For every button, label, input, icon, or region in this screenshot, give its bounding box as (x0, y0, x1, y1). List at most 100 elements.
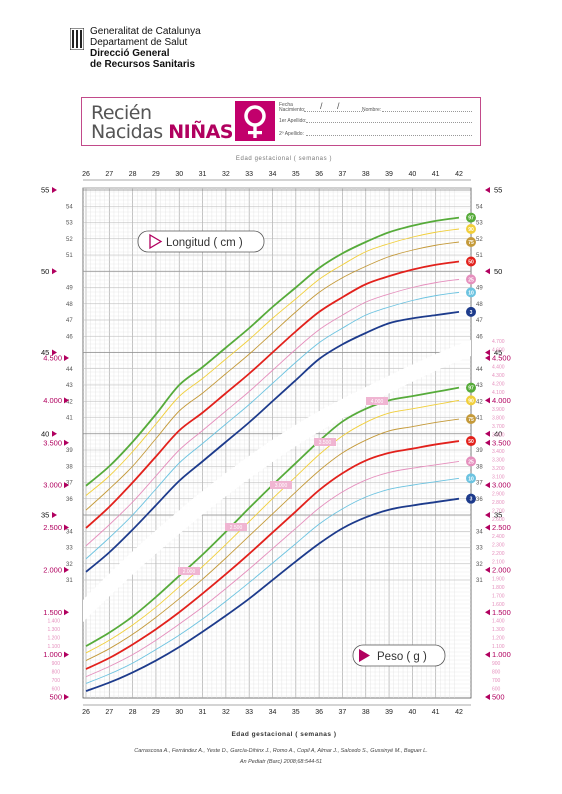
x-tick-bottom: 30 (175, 709, 183, 716)
field-date-label: Fecha Nacimiento: (279, 102, 306, 113)
weight-tick-right: 3.600 (492, 432, 505, 438)
length-tick-right: 48 (476, 302, 483, 308)
weight-tick-right: 4.100 (492, 390, 505, 396)
length-label-p50 (466, 256, 476, 267)
length-tick-right: 55 (494, 186, 502, 195)
length-tick-left: 33 (66, 546, 73, 552)
field-surname2-line[interactable] (306, 135, 472, 136)
weight-label-p90 (466, 395, 476, 406)
weight-label-text-p50: 50 (468, 439, 474, 445)
field-date-line[interactable] (304, 111, 364, 112)
org-line-2: Departament de Salut (90, 37, 188, 48)
length-tick-left: 41 (66, 416, 73, 422)
field-surname2-label: 2º Apellido: (279, 131, 304, 137)
weight-marker-right (485, 524, 490, 531)
length-marker-right (485, 430, 490, 437)
x-tick-bottom: 29 (152, 709, 160, 716)
weight-tick-right: 1.100 (492, 644, 505, 650)
weight-title-arrow-icon (359, 649, 370, 662)
weight-label-text-p97: 97 (468, 386, 474, 392)
length-marker-left (52, 430, 57, 437)
weight-tick-right: 3.000 (492, 481, 511, 490)
length-tick-right: 37 (476, 481, 483, 487)
weight-curve-p3 (85, 497, 460, 692)
weight-tick-right: 2.700 (492, 509, 505, 515)
weight-diag-label-box (366, 397, 388, 405)
weight-diag-label: 4.000 (371, 399, 384, 405)
weight-marker-left (64, 482, 69, 489)
x-tick-top: 36 (315, 171, 323, 178)
weight-tick-right: 1.300 (492, 627, 505, 633)
length-tick-left: 44 (66, 367, 73, 373)
weight-tick-left: 1.500 (43, 608, 62, 617)
x-tick-bottom: 41 (432, 709, 440, 716)
length-label-text-p75: 75 (468, 240, 474, 246)
length-tick-left: 46 (66, 334, 73, 340)
length-marker-right (485, 187, 490, 193)
weight-tick-right: 2.600 (492, 517, 505, 523)
weight-label-p97 (466, 382, 476, 393)
length-tick-right: 41 (476, 416, 483, 422)
weight-tick-right: 3.200 (492, 466, 505, 472)
x-tick-bottom: 34 (269, 709, 277, 716)
length-label-p3 (466, 306, 476, 317)
length-marker-left (52, 268, 57, 275)
length-tick-left: 34 (66, 529, 73, 535)
field-name-line[interactable] (382, 111, 472, 112)
weight-tick-right: 1.000 (492, 650, 511, 659)
weight-tick-right: 1.600 (492, 602, 505, 608)
x-tick-bottom: 38 (362, 709, 370, 716)
weight-diag-label: 3.000 (275, 483, 288, 489)
weight-tick-left: 1.400 (47, 619, 60, 625)
length-marker-right (485, 349, 490, 356)
field-surname1-line[interactable] (306, 122, 472, 123)
weight-label-p75 (466, 414, 476, 425)
length-curve-p90 (85, 228, 460, 496)
weight-curve-p10 (85, 477, 460, 684)
weight-tick-right: 4.600 (492, 348, 505, 354)
banner-title-line2: Nacidas NIÑAS (91, 121, 233, 143)
weight-tick-right: 2.900 (492, 492, 505, 498)
x-axis-label-bottom: Edad gestacional ( semanas ) (231, 731, 336, 738)
length-tick-left: 36 (66, 497, 73, 503)
length-marker-left (52, 512, 57, 518)
weight-tick-right: 2.400 (492, 534, 505, 540)
length-marker-left (52, 187, 57, 193)
weight-tick-right: 4.500 (492, 354, 511, 363)
banner-title-nacidas: Nacidas (91, 121, 169, 143)
weight-marker-right (485, 355, 490, 361)
x-tick-bottom: 37 (339, 709, 347, 716)
weight-diag-label-box (270, 481, 292, 489)
length-tick-right: 50 (494, 267, 502, 276)
x-tick-bottom: 28 (129, 709, 137, 716)
weight-tick-left: 4.500 (43, 354, 62, 363)
weight-tick-right: 4.300 (492, 373, 505, 379)
weight-tick-right: 2.200 (492, 551, 505, 557)
length-label-p10 (466, 287, 476, 298)
length-tick-left: 32 (66, 562, 73, 568)
length-tick-right: 40 (494, 429, 502, 438)
length-tick-right: 38 (476, 464, 483, 470)
weight-tick-left: 1.200 (47, 636, 60, 642)
weight-marker-left (64, 524, 69, 531)
length-label-p75 (466, 237, 476, 247)
length-curve-p3 (85, 310, 460, 573)
x-tick-bottom: 35 (292, 709, 300, 716)
x-tick-top: 30 (175, 171, 183, 178)
length-label-text-p25: 25 (468, 277, 474, 283)
weight-tick-left: 1.000 (43, 650, 62, 659)
x-tick-top: 42 (455, 171, 463, 178)
title-banner: Recién Nacidas NIÑAS Fecha Nacimiento: /… (81, 97, 481, 146)
weight-curve-p50 (85, 440, 460, 670)
length-tick-left: 52 (66, 237, 73, 243)
weight-marker-right (485, 609, 490, 616)
length-tick-left: 42 (66, 399, 73, 405)
x-tick-bottom: 36 (315, 709, 323, 716)
length-tick-right: 46 (476, 334, 483, 340)
weight-tick-left: 500 (49, 693, 62, 702)
weight-tick-right: 900 (492, 661, 501, 667)
weight-tick-right: 2.100 (492, 559, 505, 565)
length-tick-right: 34 (476, 529, 483, 535)
x-tick-top: 39 (385, 171, 393, 178)
length-tick-right: 49 (476, 286, 483, 292)
